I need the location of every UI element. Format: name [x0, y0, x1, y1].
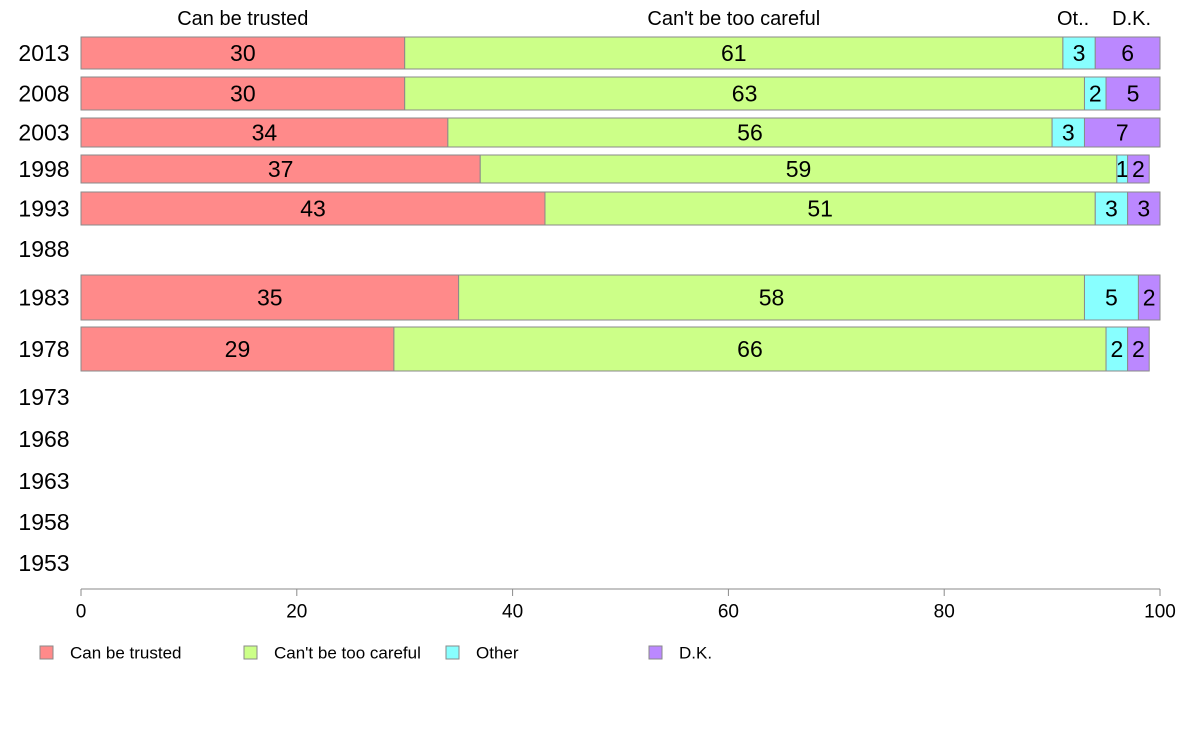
- year-label-1973: 1973: [18, 384, 69, 410]
- year-label-1953: 1953: [18, 550, 69, 576]
- bar-1993-series-1: [544, 191, 1096, 226]
- year-label-1993: 1993: [18, 196, 69, 222]
- bar-1978-series-1: [393, 326, 1107, 372]
- bar-1993-series-2: [1094, 191, 1129, 226]
- bar-2003-series-0: [80, 117, 449, 148]
- bar-label-1983-series-0: 35: [257, 285, 283, 311]
- bar-label-2008-series-3: 5: [1127, 81, 1140, 107]
- legend-swatch-1: [243, 645, 258, 660]
- bar-1983-series-1: [458, 274, 1085, 321]
- top-label-0: Can be trusted: [177, 8, 308, 30]
- bar-1978-series-3: [1127, 326, 1150, 372]
- x-tick-label-20: 20: [286, 602, 307, 623]
- top-column-labels: Can be trusted Can't be too careful Ot.. D.…: [177, 8, 1151, 30]
- bar-1978-series-0: [80, 326, 395, 372]
- bar-label-2003-series-3: 7: [1116, 120, 1129, 146]
- year-label-1988: 1988: [18, 236, 69, 262]
- year-label-1998: 1998: [18, 156, 69, 182]
- legend-label-0: Can be trusted: [70, 644, 182, 663]
- bar-label-1983-series-1: 58: [759, 285, 785, 311]
- bar-label-2013-series-0: 30: [230, 40, 256, 66]
- x-tick-label-0: 0: [76, 602, 87, 623]
- year-label-1963: 1963: [18, 468, 69, 494]
- legend-label-1: Can't be too careful: [274, 644, 421, 663]
- bar-label-1978-series-3: 2: [1132, 336, 1145, 362]
- bar-label-2013-series-2: 3: [1073, 40, 1086, 66]
- x-tick-label-80: 80: [934, 602, 955, 623]
- bar-2013-series-0: [80, 36, 406, 70]
- year-label-1968: 1968: [18, 426, 69, 452]
- bar-1983-series-3: [1137, 274, 1161, 321]
- bar-label-2013-series-3: 6: [1121, 40, 1134, 66]
- bar-2013-series-2: [1062, 36, 1096, 70]
- bar-2003-series-3: [1083, 117, 1161, 148]
- bar-2008-series-0: [80, 76, 406, 111]
- legend-label-3: D.K.: [679, 644, 712, 663]
- bar-label-1998-series-3: 2: [1132, 156, 1145, 182]
- year-label-2013: 2013: [18, 40, 69, 66]
- top-label-2: Ot..: [1057, 8, 1089, 30]
- x-tick-label-100: 100: [1144, 602, 1176, 623]
- bar-2013-series-3: [1094, 36, 1161, 70]
- year-label-1978: 1978: [18, 336, 69, 362]
- bar-label-1978-series-1: 66: [737, 336, 763, 362]
- bar-label-2003-series-1: 56: [737, 120, 763, 146]
- bar-label-1993-series-2: 3: [1105, 196, 1118, 222]
- year-label-2008: 2008: [18, 81, 69, 107]
- bar-2003-series-2: [1051, 117, 1085, 148]
- x-tick-label-40: 40: [502, 602, 523, 623]
- bar-label-1983-series-3: 2: [1143, 285, 1156, 311]
- bar-1993-series-0: [80, 191, 546, 226]
- legend-swatch-0: [39, 645, 54, 660]
- bar-label-1993-series-3: 3: [1137, 196, 1150, 222]
- bar-2013-series-1: [404, 36, 1064, 70]
- top-label-3: D.K.: [1112, 8, 1151, 30]
- bar-label-1998-series-2: 1: [1116, 156, 1129, 182]
- bar-label-1978-series-2: 2: [1110, 336, 1123, 362]
- bars: 30 61 3 630 63 2 534 56 3 737 59 1 243 51 3 335 58 5 229 66…: [80, 36, 1161, 372]
- bar-label-1978-series-0: 29: [225, 336, 251, 362]
- bar-label-2008-series-2: 2: [1089, 81, 1102, 107]
- bar-1998-series-3: [1127, 154, 1150, 184]
- x-axis: 0 20 40 60 80 100: [76, 588, 1176, 623]
- bar-2003-series-1: [447, 117, 1053, 148]
- bar-label-2003-series-0: 34: [252, 120, 278, 146]
- legend-swatch-3: [648, 645, 663, 660]
- bar-1983-series-0: [80, 274, 460, 321]
- bar-label-1998-series-1: 59: [786, 156, 812, 182]
- year-label-1983: 1983: [18, 285, 69, 311]
- bar-1993-series-3: [1127, 191, 1161, 226]
- bar-1998-series-0: [80, 154, 481, 184]
- legend-swatch-2: [445, 645, 460, 660]
- year-label-2003: 2003: [18, 120, 69, 146]
- year-labels: 2013 2008 2003 1998 1993 1988 1983 1978 1973 1968…: [18, 40, 69, 576]
- legend-label-2: Other: [476, 644, 519, 663]
- bar-label-1993-series-1: 51: [807, 196, 833, 222]
- bar-label-2003-series-2: 3: [1062, 120, 1075, 146]
- top-label-1: Can't be too careful: [647, 8, 820, 30]
- bar-label-2013-series-1: 61: [721, 40, 747, 66]
- legend: Can be trusted Can't be too careful Other D…: [39, 644, 712, 663]
- x-tick-label-60: 60: [718, 602, 739, 623]
- bar-label-1983-series-2: 5: [1105, 285, 1118, 311]
- bar-label-1993-series-0: 43: [300, 196, 326, 222]
- bar-2008-series-3: [1105, 76, 1161, 111]
- year-label-1958: 1958: [18, 509, 69, 535]
- bar-2008-series-1: [404, 76, 1085, 111]
- bar-label-1998-series-0: 37: [268, 156, 294, 182]
- bar-label-2008-series-0: 30: [230, 81, 256, 107]
- bar-label-2008-series-1: 63: [732, 81, 758, 107]
- bar-1998-series-1: [479, 154, 1118, 184]
